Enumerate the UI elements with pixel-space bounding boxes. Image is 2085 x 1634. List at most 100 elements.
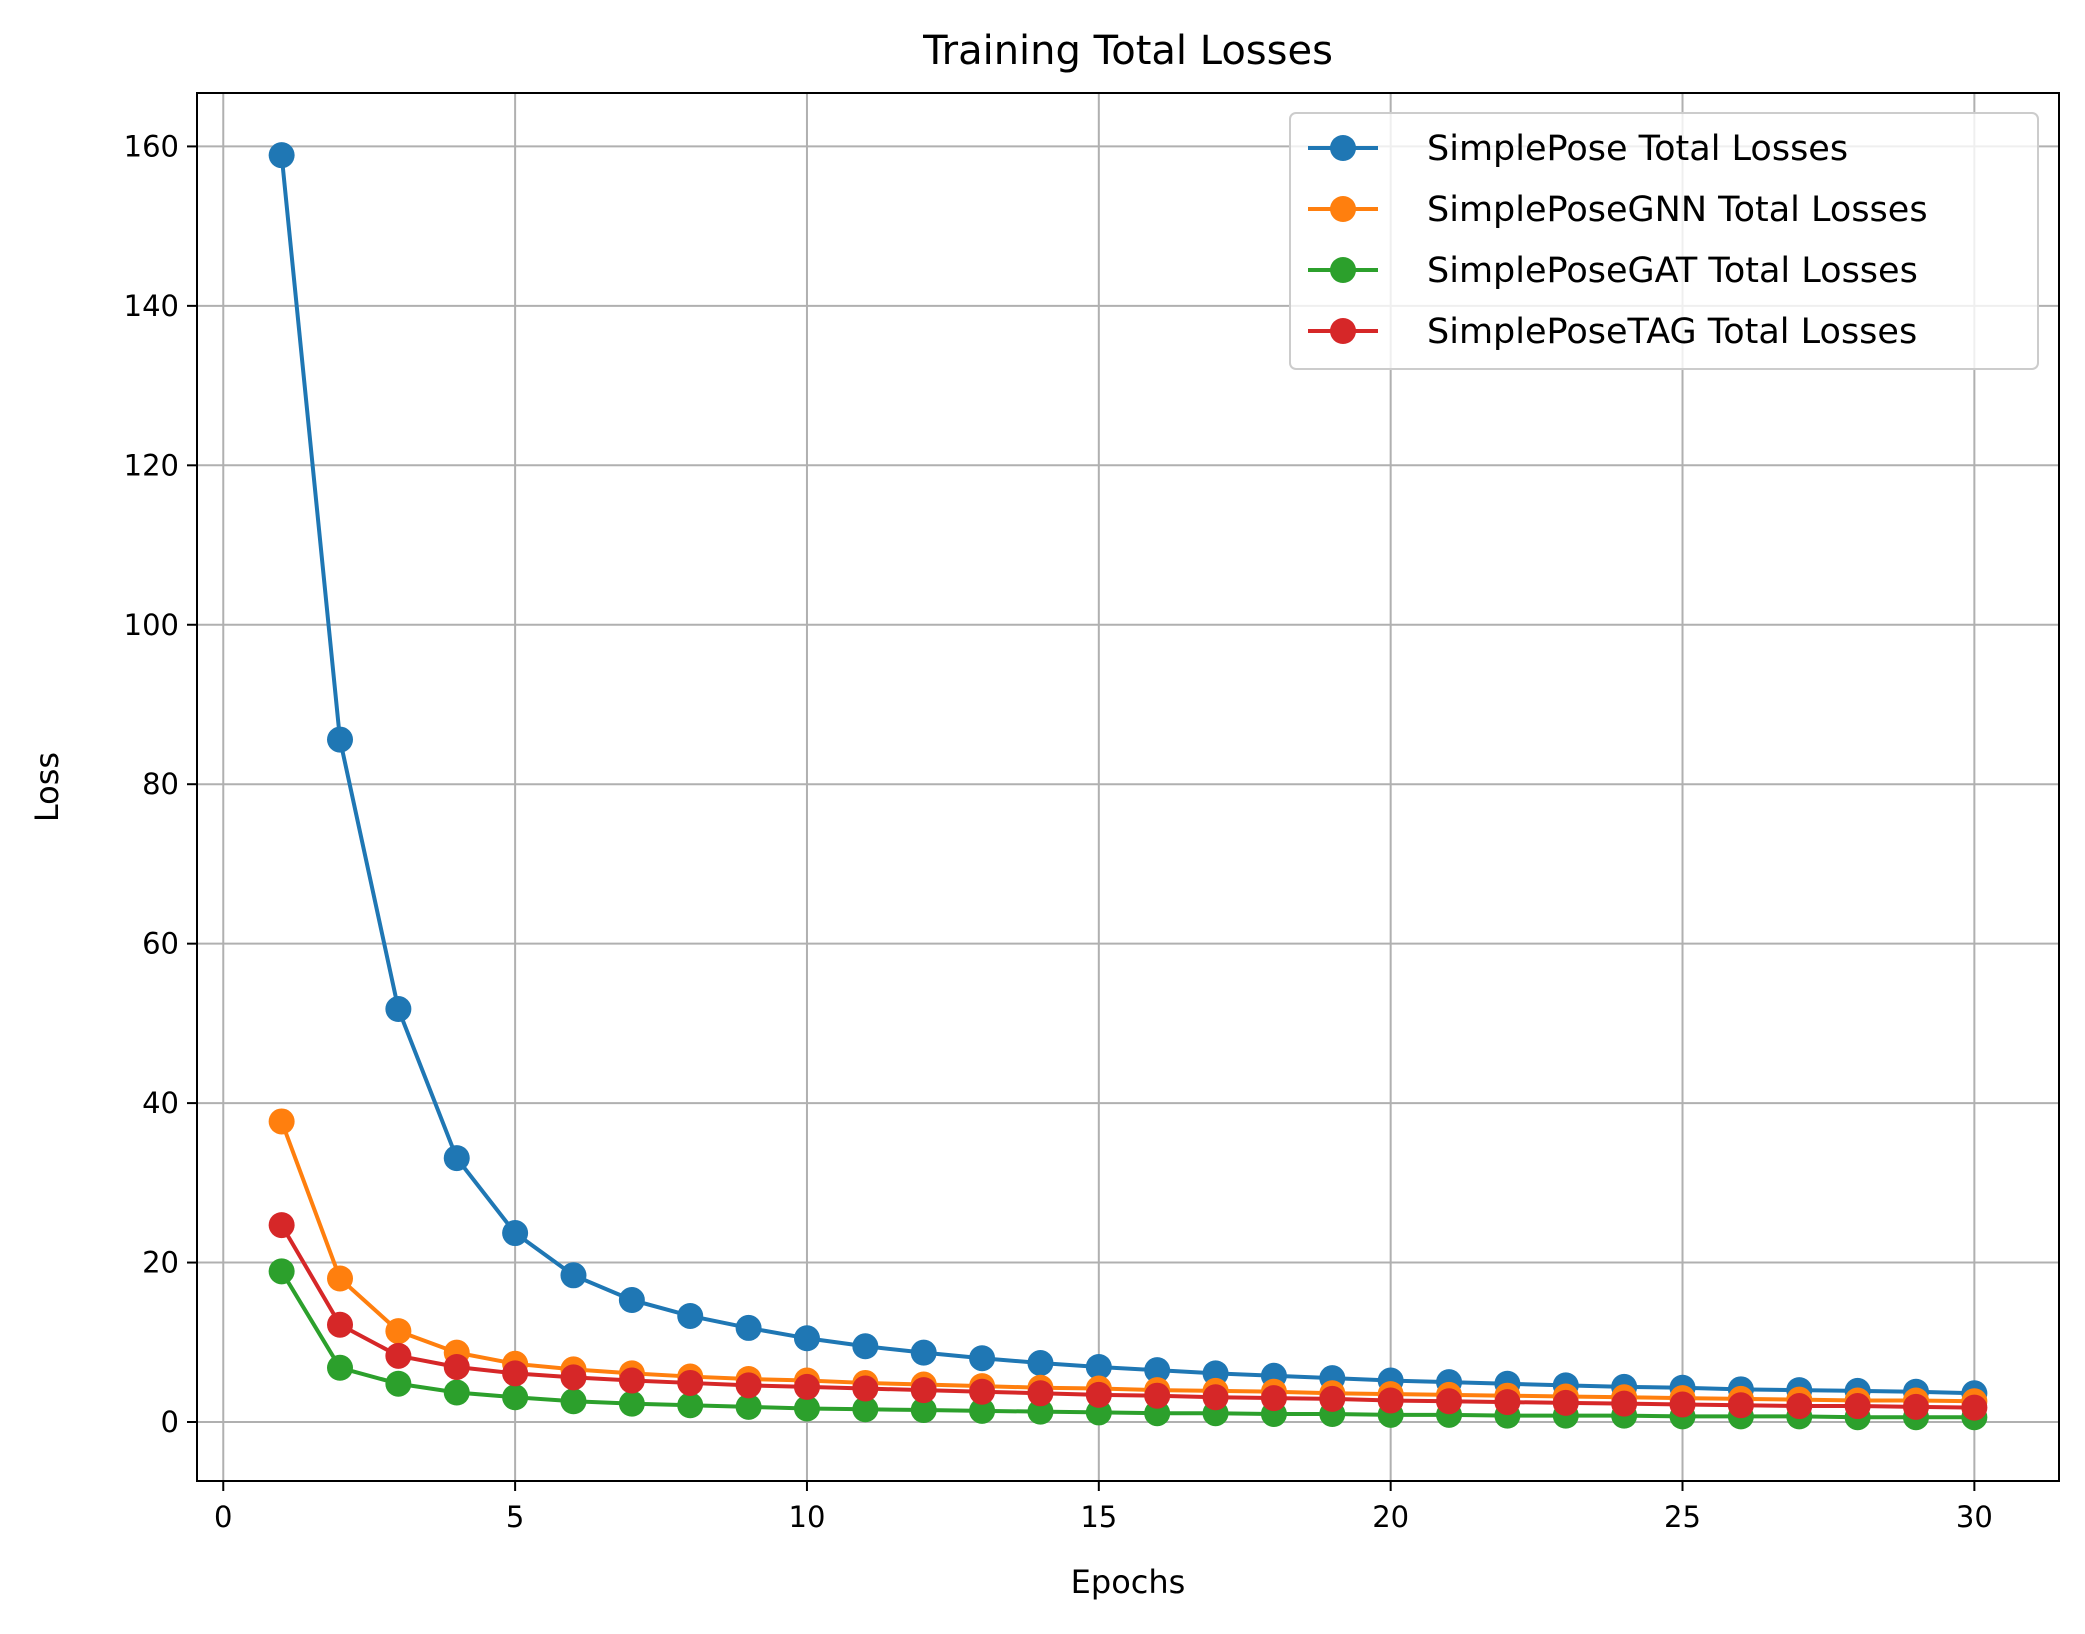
y-tick-label: 0 <box>161 1405 179 1439</box>
data-point <box>677 1369 704 1396</box>
data-point <box>560 1388 587 1415</box>
data-point <box>1202 1384 1229 1411</box>
data-point <box>1436 1388 1463 1415</box>
data-point <box>1552 1389 1579 1416</box>
data-point <box>268 142 295 169</box>
data-point <box>618 1367 645 1394</box>
y-tick-label: 60 <box>142 927 179 961</box>
y-tick-label: 20 <box>142 1246 179 1280</box>
data-point <box>1085 1381 1112 1408</box>
data-point <box>1786 1393 1813 1420</box>
data-point <box>443 1379 470 1406</box>
data-point <box>443 1145 470 1172</box>
y-axis-ticks: 0 20 40 60 80 100 120 140 160 <box>124 129 197 1439</box>
data-point <box>852 1375 879 1402</box>
y-tick-label: 140 <box>124 289 179 323</box>
data-point <box>1027 1398 1054 1425</box>
x-tick-label: 30 <box>1956 1500 1993 1534</box>
data-point <box>1377 1387 1404 1414</box>
data-point <box>560 1262 587 1289</box>
data-point <box>443 1353 470 1380</box>
legend-swatch-marker <box>1330 257 1356 283</box>
legend-item: SimplePose Total Losses <box>1308 129 1848 169</box>
data-point <box>852 1333 879 1360</box>
data-point <box>1611 1390 1638 1417</box>
y-tick-label: 120 <box>124 448 179 482</box>
axes-frame <box>196 92 2060 1482</box>
data-point <box>910 1377 937 1404</box>
data-point <box>385 1370 412 1397</box>
series-2 <box>268 1258 1988 1431</box>
data-point <box>502 1384 529 1411</box>
x-axis-ticks: 0 5 10 15 20 25 30 <box>214 1481 1993 1534</box>
series-layer <box>268 142 1988 1431</box>
data-point <box>735 1314 762 1341</box>
data-point <box>268 1258 295 1285</box>
data-point <box>1027 1380 1054 1407</box>
data-point <box>1085 1353 1112 1380</box>
data-point <box>502 1360 529 1387</box>
data-point <box>618 1287 645 1314</box>
data-point <box>735 1393 762 1420</box>
x-tick-label: 5 <box>506 1500 524 1534</box>
legend-label: SimplePoseTAG Total Losses <box>1427 312 1917 352</box>
x-tick-label: 20 <box>1372 1500 1409 1534</box>
data-point <box>1319 1385 1346 1412</box>
legend-label: SimplePoseGAT Total Losses <box>1427 251 1918 291</box>
x-tick-label: 25 <box>1664 1500 1701 1534</box>
data-point <box>560 1364 587 1391</box>
data-point <box>268 1212 295 1239</box>
x-axis-label: Epochs <box>1071 1563 1186 1601</box>
data-point <box>793 1325 820 1352</box>
legend-box <box>1289 112 2039 370</box>
data-point <box>385 1318 412 1345</box>
y-axis-label: Loss <box>28 752 66 822</box>
data-point <box>385 996 412 1023</box>
grid-lines <box>197 93 2059 1481</box>
data-point <box>852 1396 879 1423</box>
data-point <box>1144 1382 1171 1409</box>
data-point <box>910 1339 937 1366</box>
data-point <box>910 1397 937 1424</box>
data-point <box>1727 1392 1754 1419</box>
x-tick-label: 0 <box>214 1500 232 1534</box>
data-point <box>1260 1385 1287 1412</box>
legend-label: SimplePoseGNN Total Losses <box>1427 190 1928 230</box>
data-point <box>1027 1350 1054 1377</box>
y-tick-label: 160 <box>124 129 179 163</box>
data-point <box>327 1265 354 1292</box>
data-point <box>969 1378 996 1405</box>
x-tick-label: 10 <box>789 1500 826 1534</box>
plot-area <box>196 92 2060 1482</box>
data-point <box>677 1392 704 1419</box>
data-point <box>793 1373 820 1400</box>
data-point <box>1494 1389 1521 1416</box>
y-tick-label: 40 <box>142 1086 179 1120</box>
chart-title: Training Total Losses <box>922 28 1333 74</box>
legend-item: SimplePoseTAG Total Losses <box>1308 312 1917 352</box>
series-3 <box>268 1212 1988 1421</box>
data-point <box>1844 1393 1871 1420</box>
data-point <box>1902 1393 1929 1420</box>
data-point <box>969 1397 996 1424</box>
data-point <box>618 1390 645 1417</box>
data-point <box>327 726 354 753</box>
data-point <box>268 1108 295 1135</box>
legend-item: SimplePoseGNN Total Losses <box>1308 190 1928 230</box>
data-point <box>502 1220 529 1247</box>
legend: SimplePose Total Losses SimplePoseGNN Tot… <box>1289 112 2039 370</box>
legend-label: SimplePose Total Losses <box>1427 129 1848 169</box>
data-point <box>1961 1394 1988 1421</box>
data-point <box>677 1302 704 1329</box>
y-tick-label: 80 <box>142 767 179 801</box>
data-point <box>969 1345 996 1372</box>
legend-swatch-marker <box>1330 196 1356 222</box>
legend-item: SimplePoseGAT Total Losses <box>1308 251 1918 291</box>
data-point <box>327 1311 354 1338</box>
y-tick-label: 100 <box>124 608 179 642</box>
data-point <box>793 1395 820 1422</box>
legend-swatch-marker <box>1330 318 1356 344</box>
data-point <box>385 1342 412 1369</box>
legend-swatch-marker <box>1330 135 1356 161</box>
